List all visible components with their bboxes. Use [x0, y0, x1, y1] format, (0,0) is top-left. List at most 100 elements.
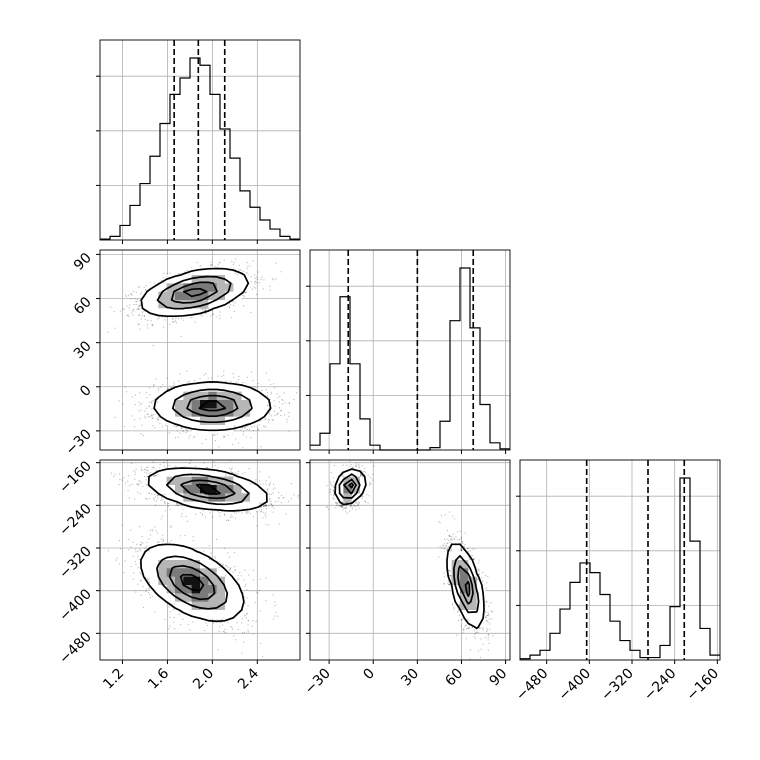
- sample-point: [235, 512, 237, 514]
- sample-point: [164, 503, 166, 505]
- sample-point: [233, 376, 235, 378]
- sample-point: [266, 490, 268, 492]
- sample-point: [143, 315, 145, 317]
- sample-point: [288, 415, 290, 417]
- sample-point: [273, 410, 275, 412]
- sample-point: [172, 384, 175, 386]
- sample-point: [143, 476, 146, 478]
- sample-point: [188, 437, 190, 439]
- sample-point: [194, 435, 196, 437]
- sample-point: [281, 494, 283, 496]
- sample-point: [151, 417, 153, 419]
- sample-point: [135, 303, 137, 306]
- sample-point: [234, 258, 237, 260]
- sample-point: [201, 514, 203, 516]
- sample-point: [228, 307, 231, 309]
- sample-point: [205, 310, 207, 312]
- sample-point: [218, 446, 220, 448]
- sample-point: [280, 271, 282, 273]
- sample-point: [114, 327, 116, 329]
- sample-point: [208, 308, 210, 310]
- sample-point: [166, 377, 168, 379]
- sample-point: [169, 272, 171, 274]
- sample-point: [151, 415, 153, 417]
- sample-point: [246, 272, 248, 274]
- sample-point: [141, 469, 143, 471]
- sample-point: [245, 426, 247, 428]
- sample-point: [296, 392, 298, 394]
- sample-point: [190, 317, 192, 319]
- sample-point: [134, 298, 136, 300]
- sample-point: [234, 426, 236, 428]
- sample-point: [242, 292, 244, 294]
- sample-point: [173, 382, 175, 384]
- sample-point: [224, 513, 226, 515]
- sample-point: [254, 387, 256, 389]
- sample-point: [224, 436, 226, 438]
- sample-point: [211, 377, 213, 379]
- sample-point: [125, 482, 127, 484]
- sample-point: [230, 304, 232, 306]
- sample-point: [137, 308, 140, 310]
- sample-point: [199, 265, 201, 267]
- sample-point: [280, 409, 283, 411]
- sample-point: [253, 286, 255, 288]
- sample-point: [193, 380, 195, 382]
- sample-point: [160, 386, 162, 388]
- sample-point: [129, 484, 131, 486]
- sample-point: [265, 480, 267, 482]
- sample-point: [126, 305, 128, 307]
- sample-point: [147, 413, 149, 416]
- sample-point: [157, 419, 159, 421]
- sample-point: [140, 409, 142, 411]
- sample-point: [204, 309, 206, 311]
- sample-point: [214, 434, 216, 436]
- sample-point: [244, 291, 246, 293]
- sample-point: [254, 283, 256, 285]
- sample-point: [254, 277, 256, 279]
- sample-point: [176, 430, 179, 432]
- sample-point: [129, 293, 131, 295]
- sample-point: [253, 425, 256, 427]
- sample-point: [114, 416, 116, 418]
- sample-point: [231, 316, 233, 319]
- sample-point: [212, 313, 214, 315]
- sample-point: [273, 383, 275, 385]
- sample-point: [175, 322, 177, 324]
- sample-point: [153, 467, 155, 469]
- sample-point: [288, 403, 291, 405]
- sample-point: [160, 499, 162, 501]
- sample-point: [110, 472, 112, 474]
- sample-point: [247, 511, 249, 513]
- sample-point: [269, 410, 271, 412]
- sample-point: [118, 400, 120, 402]
- sample-point: [260, 278, 262, 280]
- sample-point: [213, 433, 215, 435]
- sample-point: [232, 264, 234, 266]
- sample-point: [138, 305, 140, 307]
- sample-point: [169, 390, 171, 392]
- sample-point: [230, 380, 232, 382]
- sample-point: [162, 277, 164, 279]
- sample-point: [255, 287, 257, 289]
- sample-point: [164, 510, 167, 512]
- sample-point: [265, 507, 268, 510]
- sample-point: [288, 430, 290, 432]
- sample-point: [256, 525, 258, 527]
- sample-point: [224, 474, 226, 476]
- sample-point: [247, 273, 249, 275]
- sample-point: [255, 280, 257, 283]
- sample-point: [135, 291, 137, 293]
- sample-point: [152, 461, 154, 463]
- sample-point: [297, 496, 299, 498]
- sample-point: [238, 375, 240, 377]
- grid-layer: [100, 40, 720, 660]
- sample-point: [251, 288, 254, 290]
- sample-point: [157, 416, 159, 419]
- sample-point: [266, 395, 268, 397]
- sample-point: [250, 437, 252, 439]
- sample-point: [251, 371, 253, 373]
- sample-point: [144, 318, 146, 320]
- sample-point: [153, 499, 155, 501]
- sample-point: [143, 286, 145, 288]
